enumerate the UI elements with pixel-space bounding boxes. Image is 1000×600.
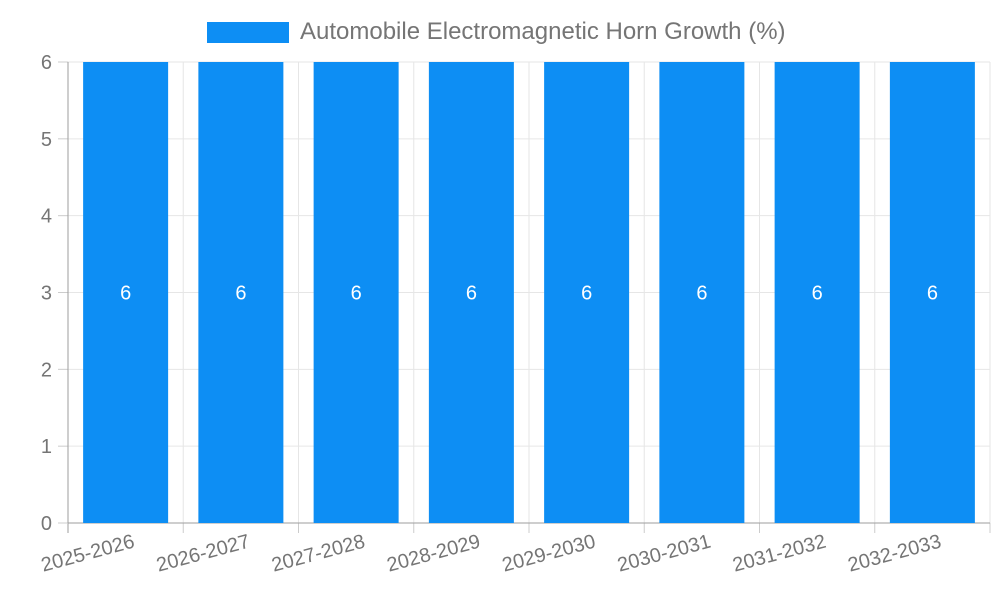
bar	[659, 62, 745, 523]
bar-value-label: 6	[581, 283, 592, 305]
x-tick-label: 2025-2026	[39, 531, 137, 577]
legend-swatch-icon	[207, 21, 289, 43]
x-tick-label: 2030-2031	[615, 531, 713, 577]
legend-item[interactable]: Automobile Electromagnetic Horn Growth (…	[207, 18, 786, 46]
bar	[544, 62, 630, 523]
bar	[428, 62, 514, 523]
x-tick-label: 2032-2033	[846, 531, 944, 577]
y-tick-label: 5	[41, 129, 52, 151]
x-tick-label: 2031-2032	[730, 531, 828, 577]
x-tick-label: 2028-2029	[385, 531, 483, 577]
bar	[774, 62, 860, 523]
legend-label: Automobile Electromagnetic Horn Growth (…	[300, 18, 786, 45]
y-tick-label: 2	[41, 359, 52, 381]
y-tick-label: 3	[41, 283, 52, 305]
bar-value-label: 6	[466, 283, 477, 305]
bar	[83, 62, 169, 523]
x-tick-label: 2027-2028	[269, 531, 367, 577]
bar	[313, 62, 399, 523]
bar-value-label: 6	[696, 283, 707, 305]
bar	[889, 62, 975, 523]
bar-value-label: 6	[927, 283, 938, 305]
y-tick-label: 4	[41, 206, 52, 228]
bar-value-label: 6	[120, 283, 131, 305]
x-tick-label: 2029-2030	[500, 531, 598, 577]
y-tick-label: 1	[41, 436, 52, 458]
bar-value-label: 6	[235, 283, 246, 305]
y-tick-label: 6	[41, 52, 52, 74]
x-tick-label: 2026-2027	[154, 531, 252, 577]
bar-value-label: 6	[351, 283, 362, 305]
legend: Automobile Electromagnetic Horn Growth (…	[207, 18, 786, 46]
bar-value-label: 6	[812, 283, 823, 305]
y-tick-label: 0	[41, 513, 52, 535]
bar	[198, 62, 284, 523]
